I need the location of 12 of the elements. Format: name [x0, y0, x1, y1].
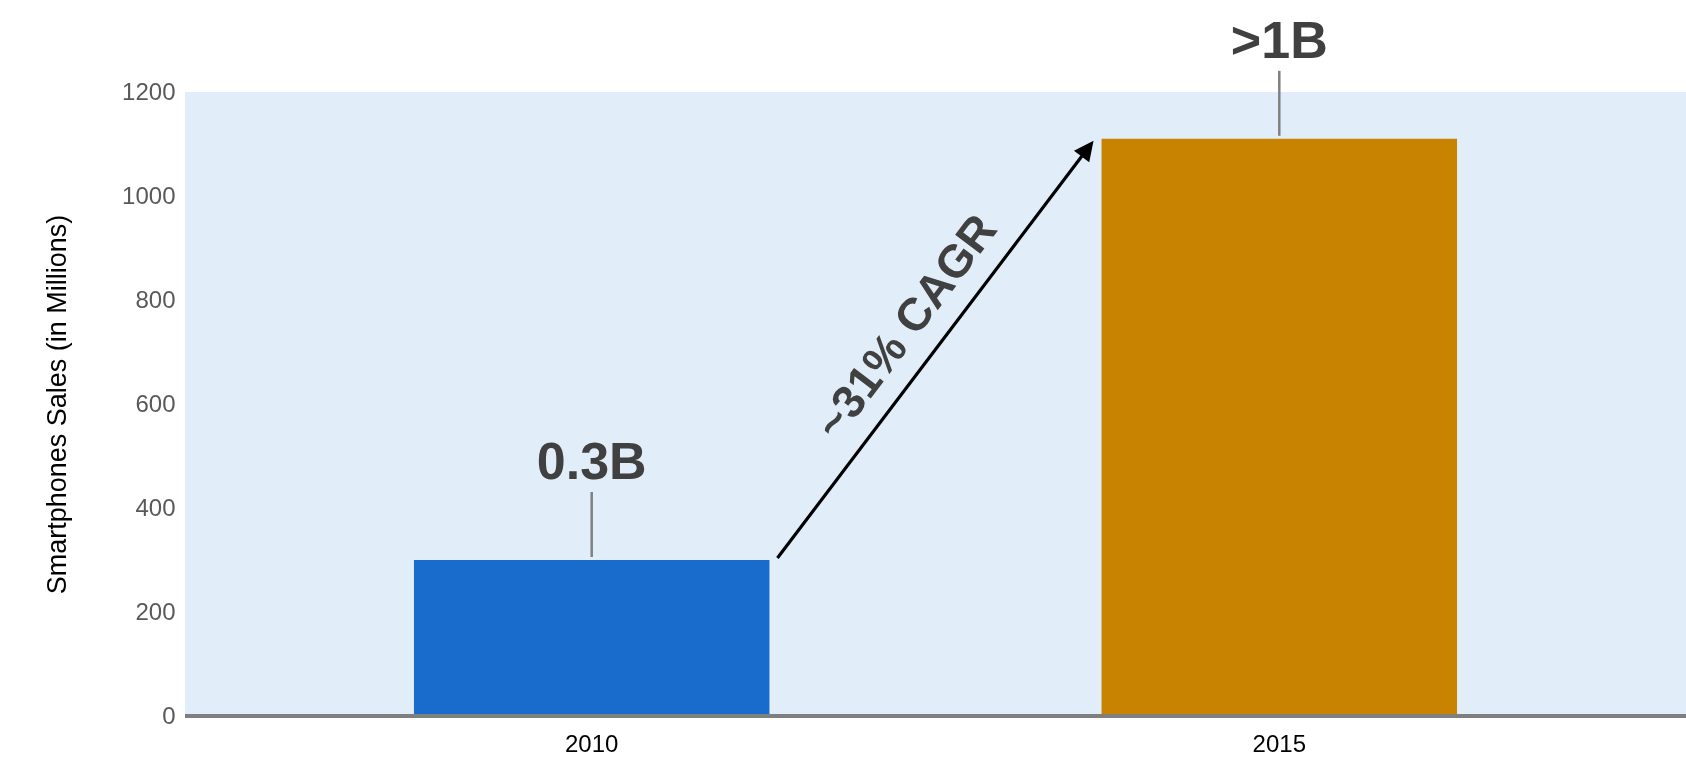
y-tick-label: 400 [135, 493, 176, 521]
y-tick-label: 0 [162, 701, 176, 729]
x-tick-label: 2015 [1252, 729, 1306, 757]
y-axis-title: Smartphones Sales (in Millions) [42, 214, 73, 595]
annotation: >1B [1230, 10, 1328, 69]
y-tick-label: 800 [135, 285, 176, 313]
x-tick-label: 2010 [565, 729, 619, 757]
annotation: 0.3B [536, 432, 647, 490]
y-tick-label: 600 [135, 389, 176, 417]
y-tick-label: 200 [135, 597, 176, 625]
y-tick-label: 1200 [122, 77, 176, 105]
y-tick-label: 1000 [122, 181, 176, 209]
